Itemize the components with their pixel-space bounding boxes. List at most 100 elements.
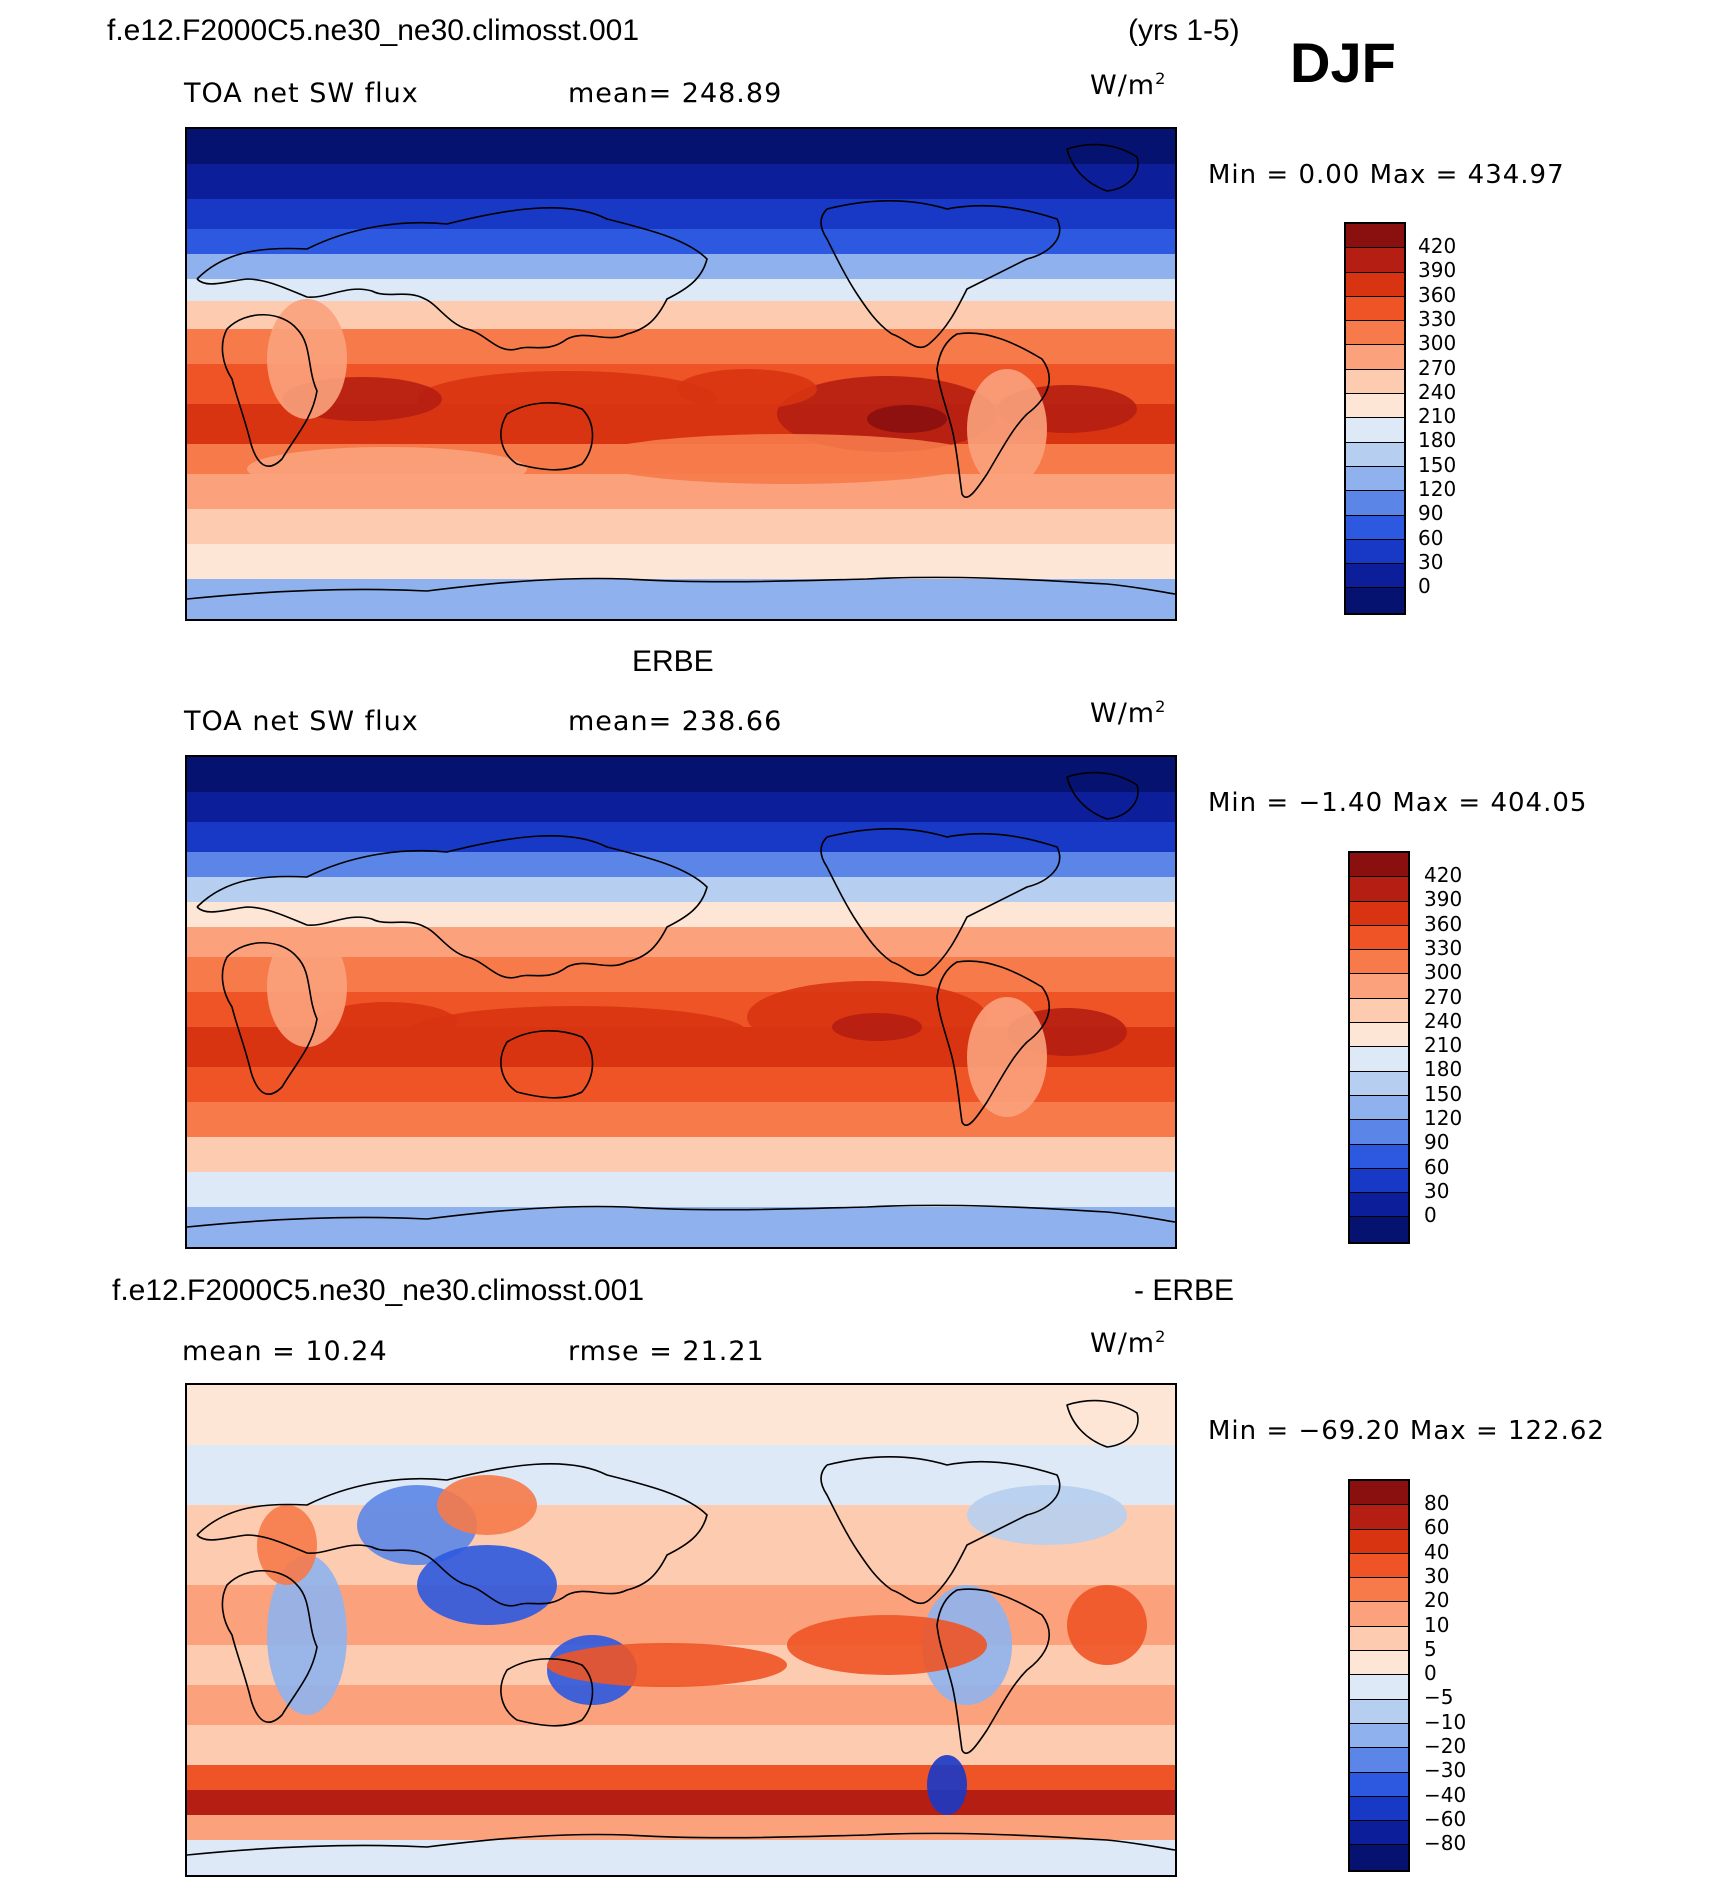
colorbar-swatch [1346, 321, 1404, 346]
panel2-variable: TOA net SW flux [184, 706, 419, 737]
colorbar-tick-label: 150 [1424, 1081, 1463, 1106]
colorbar-swatch [1350, 1047, 1408, 1072]
panel3-minmax: Min = −69.20 Max = 122.62 [1208, 1416, 1605, 1446]
colorbar-swatch [1346, 491, 1404, 516]
panel1-minmax: Min = 0.00 Max = 434.97 [1208, 160, 1565, 190]
colorbar-swatch [1350, 1748, 1408, 1773]
colorbar-swatch [1346, 539, 1404, 565]
colorbar-swatch [1350, 1529, 1408, 1554]
colorbar-tick-label: 120 [1418, 477, 1457, 501]
colorbar-tick-label: 90 [1424, 1130, 1450, 1155]
panel2-title: ERBE [632, 645, 714, 678]
colorbar-tick-label: 40 [1424, 1539, 1450, 1564]
colorbar-tick-label: −20 [1424, 1734, 1467, 1758]
colorbar-swatch [1346, 248, 1404, 273]
colorbar-tick-label: 240 [1424, 1008, 1463, 1033]
colorbar-swatch [1350, 1481, 1408, 1506]
colorbar-tick-label: 300 [1418, 331, 1457, 356]
colorbar-swatch [1350, 901, 1408, 926]
colorbar-tick-label: 210 [1424, 1033, 1463, 1058]
colorbar-swatch [1350, 1772, 1408, 1797]
colorbar-swatch [1350, 974, 1408, 999]
colorbar-tick-label: 60 [1424, 1515, 1450, 1540]
colorbar-swatch [1350, 1071, 1408, 1096]
colorbar-swatch [1350, 1023, 1408, 1048]
colorbar-swatch [1350, 1651, 1408, 1676]
panel3-title-left: f.e12.F2000C5.ne30_ne30.climosst.001 [112, 1274, 645, 1307]
colorbar-tick-label: 30 [1424, 1563, 1450, 1588]
panel1-units: W/m2 [1090, 69, 1167, 101]
panel3-rmse: rmse = 21.21 [568, 1336, 765, 1367]
panel2-colorbar [1348, 851, 1410, 1244]
colorbar-swatch [1350, 853, 1408, 878]
colorbar-swatch [1346, 466, 1404, 492]
panel3-colorbar [1348, 1479, 1410, 1872]
colorbar-swatch [1346, 564, 1404, 589]
panel2-map-svg [187, 757, 1175, 1247]
colorbar-tick-label: 330 [1424, 935, 1463, 960]
colorbar-swatch [1350, 1168, 1408, 1194]
colorbar-swatch [1350, 1821, 1408, 1846]
colorbar-swatch [1346, 418, 1404, 443]
colorbar-tick-label: 0 [1418, 574, 1431, 599]
panel3-title-right: - ERBE [1134, 1274, 1235, 1307]
panel3-map-svg [187, 1385, 1175, 1875]
colorbar-swatch [1350, 1120, 1408, 1145]
colorbar-tick-label: 180 [1424, 1057, 1463, 1082]
panel3-mean: mean = 10.24 [182, 1336, 388, 1367]
panel1-variable: TOA net SW flux [184, 78, 419, 109]
panel1-mean: mean= 248.89 [568, 78, 783, 109]
colorbar-swatch [1346, 442, 1404, 467]
colorbar-tick-label: 120 [1424, 1106, 1463, 1130]
colorbar-swatch [1350, 1553, 1408, 1579]
years-label: (yrs 1-5) [1128, 14, 1240, 47]
panel1-map-svg [187, 129, 1175, 619]
colorbar-tick-label: 330 [1418, 306, 1457, 331]
colorbar-tick-label: 210 [1418, 404, 1457, 429]
colorbar-tick-label: 10 [1424, 1612, 1450, 1637]
colorbar-swatch [1350, 1723, 1408, 1749]
colorbar-tick-label: 60 [1424, 1154, 1450, 1179]
colorbar-tick-label: 420 [1418, 234, 1457, 258]
colorbar-tick-label: 360 [1424, 911, 1463, 936]
panel2-minmax: Min = −1.40 Max = 404.05 [1208, 788, 1588, 818]
colorbar-swatch [1346, 515, 1404, 540]
colorbar-tick-label: 80 [1424, 1491, 1450, 1515]
colorbar-tick-label: 180 [1418, 428, 1457, 453]
panel2-mean: mean= 238.66 [568, 706, 783, 737]
colorbar-tick-label: 360 [1418, 282, 1457, 307]
panel3-map [185, 1383, 1177, 1877]
colorbar-swatch [1346, 224, 1404, 249]
colorbar-tick-label: −30 [1424, 1758, 1467, 1783]
colorbar-swatch [1350, 950, 1408, 975]
colorbar-swatch [1346, 369, 1404, 395]
colorbar-tick-label: 90 [1418, 501, 1444, 526]
colorbar-tick-label: 240 [1418, 379, 1457, 404]
colorbar-swatch [1350, 1626, 1408, 1652]
panel1-map [185, 127, 1177, 621]
colorbar-tick-label: 390 [1424, 887, 1463, 912]
colorbar-swatch [1350, 1217, 1408, 1242]
colorbar-swatch [1346, 394, 1404, 419]
colorbar-swatch [1350, 925, 1408, 951]
colorbar-swatch [1350, 998, 1408, 1024]
colorbar-swatch [1350, 1505, 1408, 1530]
colorbar-tick-label: −5 [1424, 1685, 1454, 1710]
colorbar-swatch [1350, 1675, 1408, 1700]
colorbar-tick-label: 0 [1424, 1203, 1437, 1228]
colorbar-swatch [1350, 1845, 1408, 1870]
colorbar-tick-label: −40 [1424, 1782, 1467, 1807]
colorbar-tick-label: 150 [1418, 452, 1457, 477]
colorbar-tick-label: 5 [1424, 1636, 1437, 1661]
colorbar-tick-label: 270 [1424, 984, 1463, 1009]
colorbar-swatch [1350, 877, 1408, 902]
case-title: f.e12.F2000C5.ne30_ne30.climosst.001 [107, 14, 640, 47]
colorbar-tick-label: −80 [1424, 1831, 1467, 1856]
colorbar-tick-label: 390 [1418, 258, 1457, 283]
colorbar-tick-label: 420 [1424, 863, 1463, 887]
colorbar-swatch [1350, 1602, 1408, 1627]
colorbar-swatch [1350, 1095, 1408, 1121]
colorbar-swatch [1350, 1578, 1408, 1603]
colorbar-swatch [1350, 1144, 1408, 1169]
colorbar-swatch [1350, 1796, 1408, 1822]
